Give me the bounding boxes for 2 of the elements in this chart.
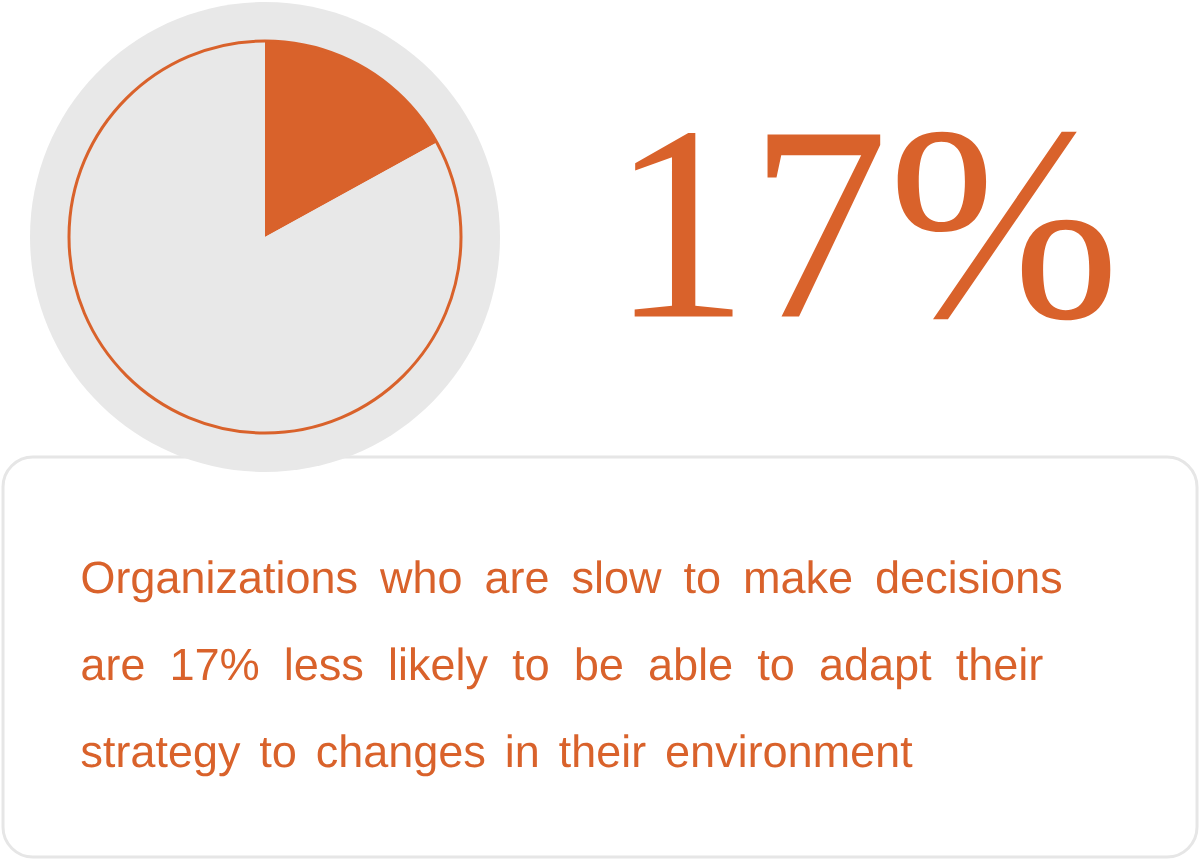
text: Organizations who are slow to make decisions are 17% less likely to be able to adapt their strategy to changes in their environment: [81, 560, 1062, 777]
data-label: 17%: [634, 131, 1111, 321]
